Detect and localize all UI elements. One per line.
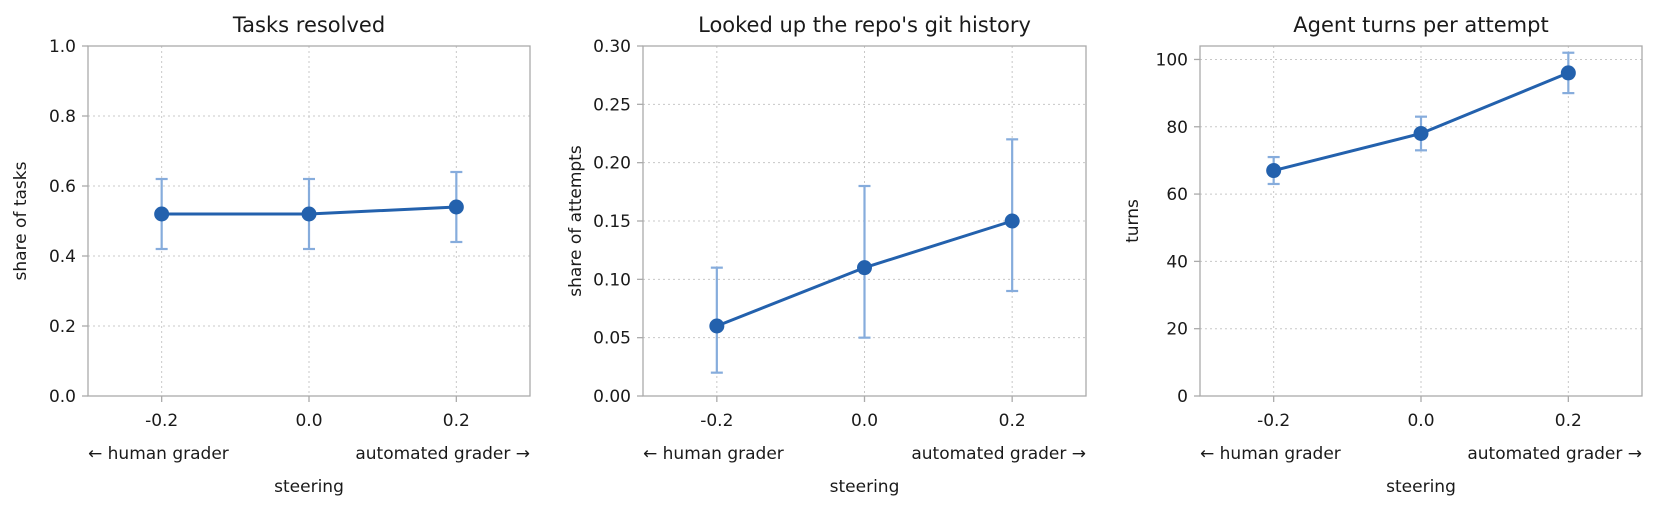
y-tick-label: 0.25 — [593, 95, 631, 115]
x-axis-label: steering — [830, 477, 900, 497]
y-axis-label: share of attempts — [566, 145, 586, 297]
x-tick-label: 0.2 — [1555, 411, 1582, 431]
y-tick-label: 0.00 — [593, 387, 631, 407]
x-tick-label: -0.2 — [700, 411, 733, 431]
data-point — [1413, 126, 1429, 141]
x-tick-label: 0.0 — [851, 411, 878, 431]
y-tick-label: 0.8 — [49, 107, 76, 127]
data-point — [1560, 65, 1576, 81]
chart-title: Looked up the repo's git history — [698, 13, 1031, 37]
steering-left-label: ← human grader — [1200, 444, 1341, 464]
y-tick-label: 0.20 — [593, 154, 631, 174]
steering-left-label: ← human grader — [88, 444, 229, 464]
y-tick-label: 100 — [1156, 50, 1188, 70]
y-axis-label: share of tasks — [11, 161, 31, 280]
x-axis-label: steering — [274, 477, 344, 497]
y-tick-label: 0.15 — [593, 212, 631, 232]
data-point — [301, 206, 317, 222]
steering-right-label: automated grader → — [1467, 444, 1642, 464]
y-tick-label: 20 — [1166, 320, 1188, 340]
steering-right-label: automated grader → — [355, 444, 530, 464]
y-tick-label: 0.2 — [49, 317, 76, 337]
y-tick-label: 0.6 — [49, 177, 76, 197]
chart-title: Tasks resolved — [232, 13, 385, 37]
y-tick-label: 0.10 — [593, 270, 631, 290]
x-tick-label: -0.2 — [1257, 411, 1290, 431]
y-axis-label: turns — [1123, 199, 1143, 243]
data-point — [1266, 163, 1282, 179]
data-point — [1004, 213, 1020, 229]
y-tick-label: 80 — [1166, 118, 1188, 138]
data-point — [154, 206, 170, 222]
steering-left-label: ← human grader — [643, 444, 784, 464]
x-tick-label: 0.0 — [1407, 411, 1434, 431]
y-tick-label: 1.0 — [49, 37, 76, 57]
data-point — [448, 199, 464, 215]
y-tick-label: 0.0 — [49, 387, 76, 407]
y-tick-label: 0.30 — [593, 37, 631, 57]
y-tick-label: 0 — [1177, 387, 1188, 407]
x-axis-label: steering — [1386, 477, 1456, 497]
y-tick-label: 60 — [1166, 185, 1188, 205]
y-tick-label: 0.4 — [49, 247, 76, 267]
x-tick-label: 0.2 — [443, 411, 470, 431]
data-point — [857, 260, 872, 276]
y-tick-label: 40 — [1166, 252, 1188, 272]
x-tick-label: -0.2 — [145, 411, 178, 431]
x-tick-label: 0.0 — [295, 411, 322, 431]
data-point — [709, 318, 725, 334]
chart-title: Agent turns per attempt — [1293, 13, 1548, 37]
y-tick-label: 0.05 — [593, 329, 631, 349]
steering-right-label: automated grader → — [911, 444, 1086, 464]
x-tick-label: 0.2 — [999, 411, 1026, 431]
